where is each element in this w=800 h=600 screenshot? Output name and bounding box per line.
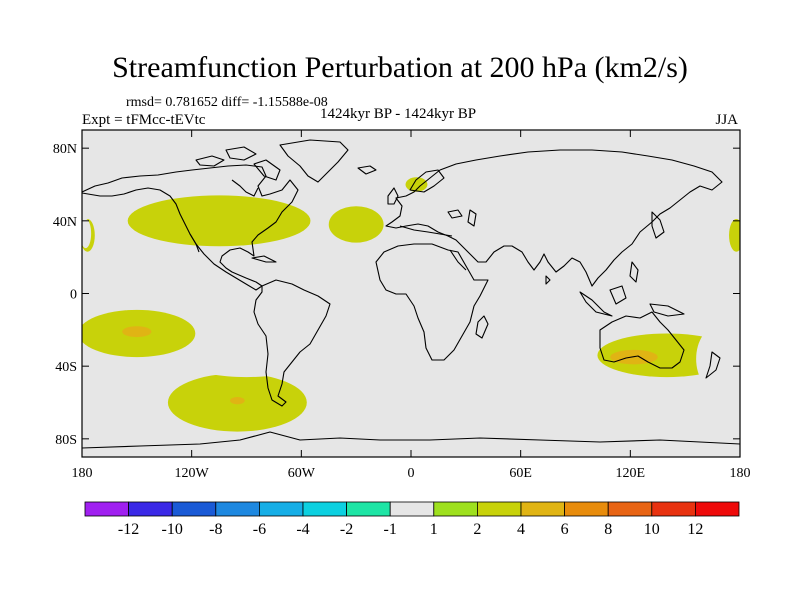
coast-new-guinea	[649, 303, 685, 317]
season-label: JJA	[715, 112, 738, 128]
coast-british-isles	[387, 187, 399, 205]
coast-japan	[651, 211, 665, 239]
chart-title: Streamfunction Perturbation at 200 hPa (…	[112, 51, 688, 84]
colorbar-swatch-2	[171, 501, 217, 517]
coast-cuba	[251, 255, 277, 263]
colorbar-swatch-6	[346, 501, 391, 517]
coast-baffin-island	[253, 159, 281, 181]
anomaly-region-14	[82, 219, 92, 249]
anomaly-region-16	[297, 340, 379, 392]
lon-tick-label-6: 180	[730, 466, 751, 481]
lat-tick-label-0: 80N	[53, 142, 77, 157]
coast-north-america	[82, 164, 299, 291]
coast-iceland	[357, 165, 377, 175]
anomaly-region-13	[579, 217, 700, 243]
coast-scandinavia	[409, 169, 445, 193]
coast-greenland	[279, 139, 349, 183]
colorbar-swatch-13	[651, 501, 696, 517]
anomaly-region-18	[471, 397, 552, 430]
colorbar-swatch-11	[564, 501, 609, 517]
coast-antarctica	[82, 431, 740, 449]
anomaly-layer	[82, 153, 740, 432]
colorbar-label-5: -2	[340, 521, 353, 538]
anomaly-region-20	[696, 326, 740, 392]
anomaly-region-1	[328, 206, 384, 243]
colorbar-label-13: 12	[687, 521, 703, 538]
colorbar-swatch-10	[520, 501, 565, 517]
anomaly-region-10	[729, 219, 740, 252]
coast-madagascar	[475, 315, 489, 339]
coastlines	[82, 139, 740, 449]
colorbar-swatch-0	[84, 501, 129, 517]
colorbar-swatch-1	[128, 501, 173, 517]
colorbar-label-9: 4	[517, 521, 525, 538]
colorbar-swatch-4	[258, 501, 304, 517]
colorbar-label-4: -4	[296, 521, 309, 538]
colorbar-label-12: 10	[644, 521, 660, 538]
lat-tick-label-3: 40S	[55, 360, 77, 375]
coast-black-caspian	[447, 209, 477, 227]
colorbar-label-7: 1	[430, 521, 438, 538]
anomaly-region-4	[122, 326, 152, 338]
coast-sri-lanka	[545, 275, 551, 285]
lat-tick-label-4: 80S	[55, 433, 77, 448]
coast-canadian-archipelago-1	[195, 155, 225, 167]
lon-tick-label-3: 0	[408, 466, 415, 481]
lon-tick-label-1: 120W	[175, 466, 210, 481]
anomaly-region-19	[429, 398, 448, 407]
colorbar-swatch-9	[476, 501, 522, 517]
anomaly-region-6	[230, 397, 245, 405]
colorbar: -12 -10 -8 -6 -4 -2 -1 1 2 4 6 8 10 12	[84, 501, 740, 538]
coast-south-america	[253, 279, 331, 407]
lat-tick-label-1: 40N	[53, 215, 77, 230]
coast-mediterranean	[399, 225, 453, 237]
experiment-label: Expt = tFMcc-tEVtc	[82, 112, 206, 128]
coast-red-sea	[449, 249, 467, 271]
colorbar-swatch-14	[695, 501, 740, 517]
colorbar-label-2: -8	[209, 521, 222, 538]
lon-tick-label-2: 60W	[288, 466, 316, 481]
coast-canadian-archipelago-2	[225, 146, 257, 161]
anomaly-region-0	[127, 195, 311, 247]
axis-ticks: 180 120W 60W 0 60E 120E 180 80N 40N 0 40S 80S	[53, 130, 751, 481]
coast-gulf-of-california	[189, 233, 200, 253]
colorbar-label-1: -10	[162, 521, 183, 538]
lat-tick-label-2: 0	[70, 288, 77, 303]
colorbar-label-10: 6	[561, 521, 569, 538]
colorbar-swatch-12	[607, 501, 653, 517]
lon-tick-label-5: 120E	[616, 466, 646, 481]
anomaly-region-17	[195, 355, 298, 378]
anomaly-region-12	[449, 191, 538, 232]
colorbar-swatch-5	[302, 501, 347, 517]
coast-sumatra-java	[579, 291, 613, 317]
colorbar-swatch-8	[433, 501, 478, 517]
colorbar-swatch-3	[215, 501, 260, 517]
lon-tick-label-4: 60E	[509, 466, 532, 481]
coast-hudson-bay	[231, 179, 259, 197]
colorbar-swatch-7	[389, 501, 435, 517]
coast-philippines	[629, 261, 639, 283]
period-label: 1424kyr BP - 1424kyr BP	[320, 106, 477, 122]
colorbar-label-11: 8	[604, 521, 612, 538]
coast-borneo	[609, 285, 627, 305]
stats-label: rmsd= 0.781652 diff= -1.15588e-08	[126, 95, 328, 110]
lon-tick-label-0: 180	[72, 466, 93, 481]
anomaly-region-11	[454, 153, 543, 180]
colorbar-label-6: -1	[384, 521, 397, 538]
coast-eurasia	[385, 149, 723, 287]
coast-new-zealand	[705, 351, 721, 379]
colorbar-label-3: -6	[253, 521, 266, 538]
colorbar-label-0: -12	[118, 521, 139, 538]
coast-australia	[599, 311, 685, 369]
colorbar-label-8: 2	[473, 521, 481, 538]
coast-africa	[375, 243, 489, 361]
